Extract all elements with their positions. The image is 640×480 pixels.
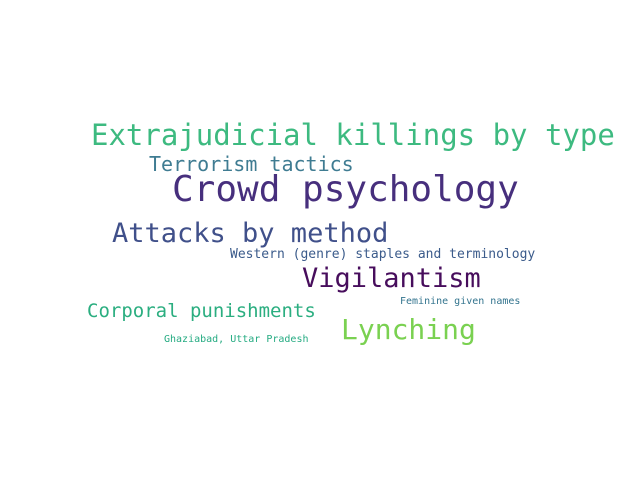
word-lynching: Lynching — [341, 313, 476, 346]
word-corporal-punishments: Corporal punishments — [87, 300, 316, 322]
word-extrajudicial-killings-by-type: Extrajudicial killings by type — [91, 118, 615, 152]
word-feminine-given-names: Feminine given names — [400, 296, 521, 307]
word-western-genre-staples: Western (genre) staples and terminology — [230, 247, 536, 262]
word-ghaziabad-uttar-pradesh: Ghaziabad, Uttar Pradesh — [164, 334, 309, 345]
word-crowd-psychology: Crowd psychology — [172, 169, 519, 210]
word-terrorism-tactics: Terrorism tactics — [149, 152, 354, 176]
word-attacks-by-method: Attacks by method — [112, 218, 389, 249]
word-vigilantism: Vigilantism — [302, 263, 481, 294]
